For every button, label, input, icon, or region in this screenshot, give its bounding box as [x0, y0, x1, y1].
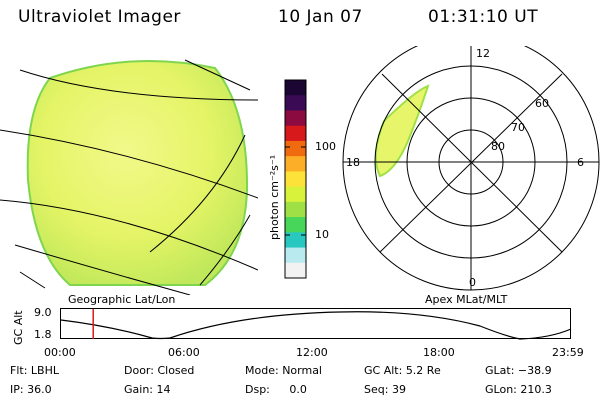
colorbar-band	[285, 110, 306, 127]
glon-label: GLon:	[485, 383, 517, 396]
ip-value: 36.0	[27, 383, 52, 396]
colorbar-band	[285, 171, 306, 188]
colorbar-band	[285, 125, 306, 142]
colorbar-band	[285, 140, 306, 157]
seq-field: Seq: 39	[364, 383, 406, 396]
mlt-label-6: 6	[577, 156, 584, 169]
mlt-label-0: 0	[469, 276, 476, 289]
polar-plot	[342, 46, 600, 291]
glon-field: GLon: 210.3	[485, 383, 552, 396]
altitude-xtick-2: 12:00	[296, 346, 328, 359]
door-field: Door: Closed	[124, 364, 194, 377]
door-label: Door:	[124, 364, 154, 377]
ip-field: IP: 36.0	[10, 383, 52, 396]
altitude-plot	[60, 308, 572, 340]
time-label: 01:31:10 UT	[428, 7, 539, 27]
colorbar-band	[285, 95, 306, 111]
glat-label: GLat:	[485, 364, 515, 377]
colorbar-band	[285, 156, 306, 172]
colorbar	[284, 79, 307, 279]
altitude-xtick-4: 23:59	[552, 346, 584, 359]
colorbar-tick-10: 10	[315, 228, 329, 241]
altitude-ytick-high: 9.0	[34, 306, 52, 319]
mode-field: Mode: Normal	[245, 364, 322, 377]
mlat-label-60: 60	[535, 97, 549, 110]
mlt-label-18: 18	[346, 156, 360, 169]
colorbar-band	[285, 217, 306, 233]
dsp-field: Dsp: 0.0	[245, 383, 307, 396]
right-panel-caption: Apex MLat/MLT	[425, 293, 508, 306]
colorbar-band	[285, 80, 306, 96]
polar-grid	[342, 46, 600, 291]
altitude-ylabel: GC Alt	[12, 310, 25, 345]
lat-lon-grid	[0, 59, 258, 295]
altitude-xtick-0: 00:00	[44, 346, 76, 359]
gcalt-field: GC Alt: 5.2 Re	[364, 364, 441, 377]
left-panel-caption: Geographic Lat/Lon	[68, 293, 176, 306]
mode-label: Mode:	[245, 364, 279, 377]
gain-field: Gain: 14	[124, 383, 171, 396]
glat-field: GLat: −38.9	[485, 364, 552, 377]
gcalt-label: GC Alt:	[364, 364, 403, 377]
earth-disk	[26, 60, 249, 286]
date-label: 10 Jan 07	[278, 7, 363, 27]
geographic-image-panel	[0, 59, 258, 295]
colorbar-band	[285, 201, 306, 218]
glon-value: 210.3	[520, 383, 552, 396]
door-value: Closed	[157, 364, 195, 377]
colorbar-tick-100: 100	[315, 140, 336, 153]
altitude-xtick-3: 18:00	[423, 346, 455, 359]
flt-field: Flt: LBHL	[10, 364, 59, 377]
altitude-plot-frame	[60, 308, 571, 339]
mlt-label-12: 12	[476, 47, 490, 60]
colorbar-gradient	[285, 80, 306, 279]
mode-value: Normal	[282, 364, 322, 377]
flt-value: LBHL	[30, 364, 59, 377]
gain-value: 14	[156, 383, 171, 396]
dsp-value: 0.0	[289, 383, 307, 396]
glat-value: −38.9	[517, 364, 552, 377]
ip-label: IP:	[10, 383, 24, 396]
colorbar-band	[285, 186, 306, 203]
gcalt-value: 5.2 Re	[405, 364, 441, 377]
colorbar-label: photon cm⁻²s⁻¹	[268, 154, 281, 240]
mlat-label-70: 70	[511, 121, 525, 134]
seq-value: 39	[391, 383, 406, 396]
flt-label: Flt:	[10, 364, 28, 377]
colorbar-band	[285, 262, 306, 279]
colorbar-band	[285, 232, 306, 249]
colorbar-band	[285, 247, 306, 264]
seq-label: Seq:	[364, 383, 389, 396]
dsp-label: Dsp:	[245, 383, 270, 396]
instrument-title: Ultraviolet Imager	[18, 7, 181, 27]
auroral-image	[374, 84, 430, 178]
altitude-curve	[60, 311, 572, 340]
gain-label: Gain:	[124, 383, 153, 396]
altitude-xtick-1: 06:00	[168, 346, 200, 359]
mlat-label-80: 80	[491, 140, 505, 153]
altitude-ytick-low: 1.8	[34, 328, 52, 341]
